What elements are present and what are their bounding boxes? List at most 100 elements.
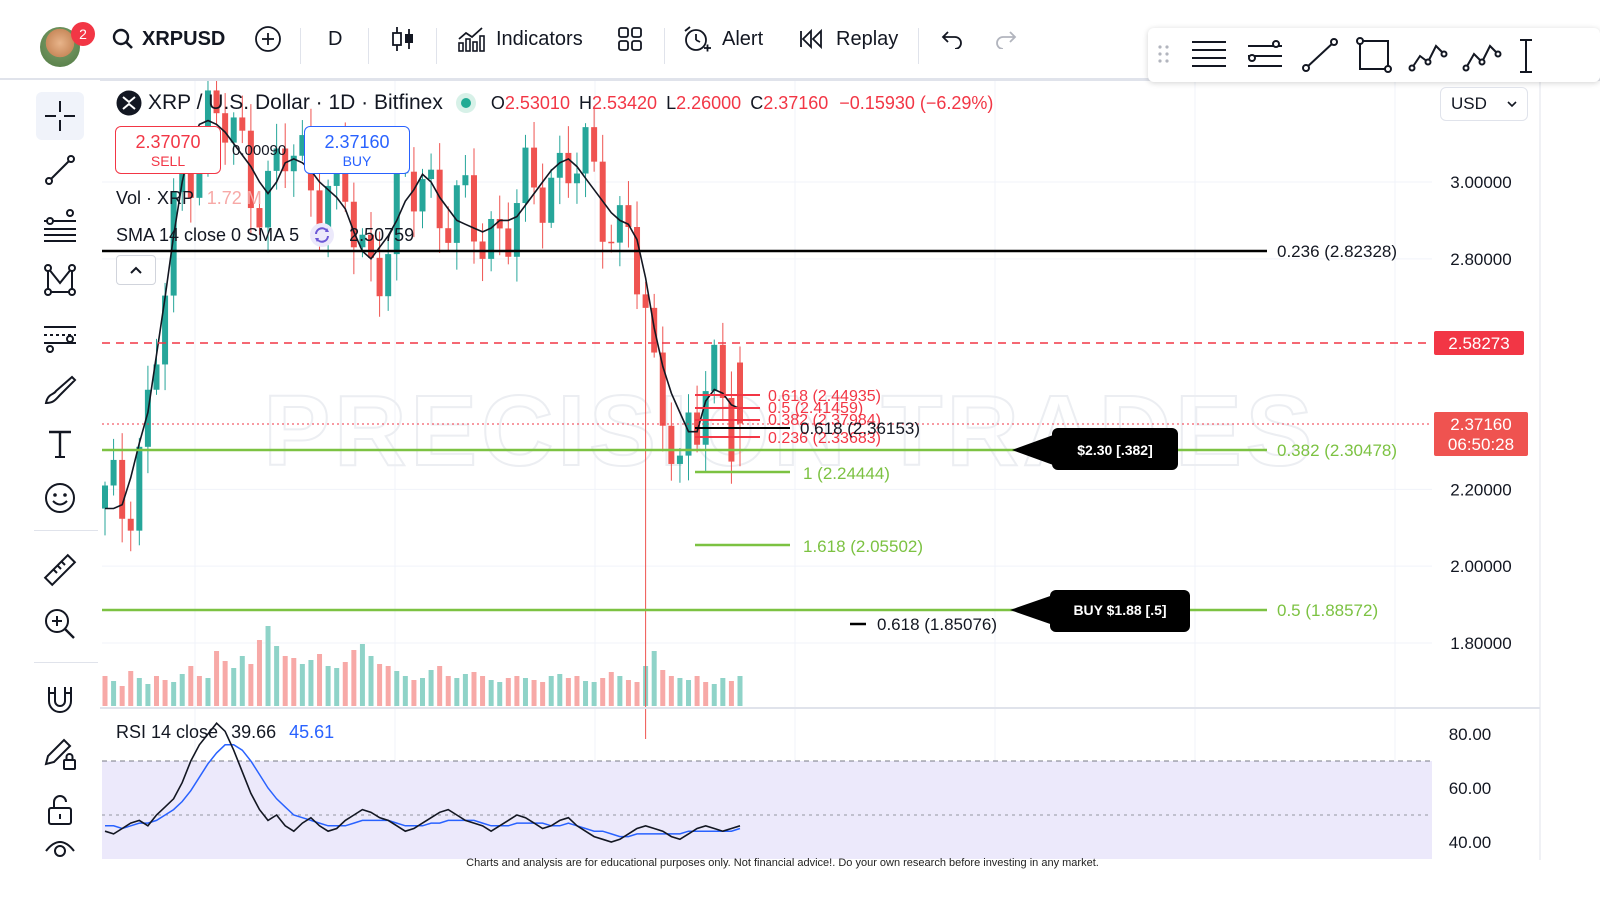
abcd-pattern-icon[interactable] [1462,44,1502,72]
candle-body [230,117,237,143]
fib-retracement-icon[interactable] [1248,40,1282,67]
grid-icon [618,27,642,51]
rsi-ma-value: 45.61 [289,722,335,742]
fib-tool[interactable] [36,202,84,250]
volume-bar [488,680,494,706]
magnet-tool[interactable] [36,676,84,724]
currency-value: USD [1451,94,1487,113]
short-fib-retracement[interactable]: 0.618 (2.44935) 0.5 (2.41459) 0.382 (2.3… [695,388,920,447]
candle-body [548,177,555,223]
brush-icon [44,375,77,405]
chart-legend[interactable]: XRP / U.S. Dollar · 1D · Bitfinex O2.530… [116,90,993,116]
candle-body [385,254,392,297]
crosshair-tool[interactable] [36,92,84,140]
drag-handle-icon[interactable] [1158,45,1169,63]
alarm-clock-icon [684,26,711,52]
candle-body [488,218,495,259]
toolbar-separator [664,28,665,64]
candle-body [119,459,126,519]
lock-drawings-tool[interactable] [36,730,84,778]
layouts-button[interactable] [617,22,643,56]
dashed-level-value: 2.58273 [1448,334,1509,353]
callout-230[interactable]: $2.30 [.382] [1012,428,1178,470]
collapse-legend-button[interactable] [116,255,156,285]
volume-bar [703,682,709,706]
redo-button[interactable] [994,22,1018,56]
volume-bar [222,661,228,706]
lower-fib-label: 0.618 (1.85076) [877,615,997,634]
rsi-axis[interactable]: 80.00 60.00 40.00 [1449,725,1492,852]
volume-legend[interactable]: Vol · XRP 1.72 M [116,188,262,209]
unlock-tool[interactable] [36,786,84,834]
compare-symbol-button[interactable] [254,22,282,56]
callout-188[interactable]: BUY $1.88 [.5] [1010,590,1190,632]
undo-button[interactable] [940,22,964,56]
ohlc-h-label: H [578,92,592,113]
candle-body [445,228,452,243]
symbol-title: XRP / U.S. Dollar · 1D · Bitfinex [148,91,443,114]
symbol-search[interactable]: XRPUSD [112,22,225,56]
rsi-band [102,761,1432,859]
ext-label-1: 1 (2.24444) [803,464,890,483]
volume-bar [720,678,726,706]
fib-red-label-2: 0.5 (2.41459) [768,400,863,417]
chart-type-button[interactable] [390,22,416,56]
replay-label: Replay [836,27,899,50]
candle-body [265,170,272,228]
measure-tool[interactable] [36,546,84,594]
rectangle-icon[interactable] [1356,37,1392,73]
candle-body [531,147,538,188]
volume-bar [480,676,486,706]
volume-bar [711,684,717,706]
brush-tool[interactable] [36,366,84,414]
buy-button[interactable]: 2.37160 BUY [304,126,410,174]
sell-button[interactable]: 2.37070 SELL [115,126,221,174]
horizontal-lines-icon[interactable] [1192,41,1226,67]
forecast-tool[interactable] [36,312,84,360]
zoom-tool[interactable] [36,600,84,648]
emoji-tool[interactable] [36,474,84,522]
vertical-line-icon[interactable] [1520,39,1532,73]
fib-extension[interactable]: 1 (2.24444) 1.618 (2.05502) [695,464,923,556]
currency-select[interactable]: USD [1440,87,1528,121]
candle-body [144,389,151,447]
volume-bar [540,682,546,706]
alert-button[interactable]: Alert [682,22,763,56]
text-tool[interactable] [36,420,84,468]
ohlc-c-label: C [750,92,764,113]
pattern-tool[interactable] [36,256,84,304]
visibility-tool[interactable] [36,836,84,860]
search-icon [112,28,133,49]
candle-body [625,205,632,228]
ext-label-1618: 1.618 (2.05502) [803,537,923,556]
volume-bar [557,674,563,706]
volume-bar [617,676,623,706]
candle-body [136,446,143,531]
rsi-tick-1: 60.00 [1449,779,1492,798]
trend-line-icon[interactable] [1302,38,1338,72]
toolbar-separator [368,28,369,64]
fib-red-label-3: 0.382 (2.37984) [768,412,881,429]
volume-bar [677,678,683,706]
indicators-button[interactable]: Indicators [456,22,583,56]
interval-button[interactable]: D [328,22,342,56]
replay-button[interactable]: Replay [798,22,898,56]
price-tick-1: 2.80000 [1450,250,1511,269]
ohlc-close: 2.37160 [763,92,829,113]
volume-bar [368,656,374,706]
rsi-legend[interactable]: RSI 14 close 39.66 45.61 [116,722,334,743]
trend-line-tool[interactable] [36,146,84,194]
candles-icon [392,27,413,51]
volume-bar [325,666,331,706]
candle-body [591,127,598,162]
indicators-icon [458,27,485,52]
candle-body [282,148,289,172]
candle-body [170,192,177,296]
fib-red-label-4: 0.236 (2.33683) [768,430,881,447]
sma-legend[interactable]: SMA 14 close 0 SMA 5 2.50759 [116,222,414,248]
fib-retracement-icon [44,209,76,242]
elliott-wave-icon[interactable] [1408,44,1448,72]
price-axis[interactable]: 3.00000 2.80000 2.20000 2.00000 1.80000 [1450,173,1511,653]
candle-body [213,90,220,114]
